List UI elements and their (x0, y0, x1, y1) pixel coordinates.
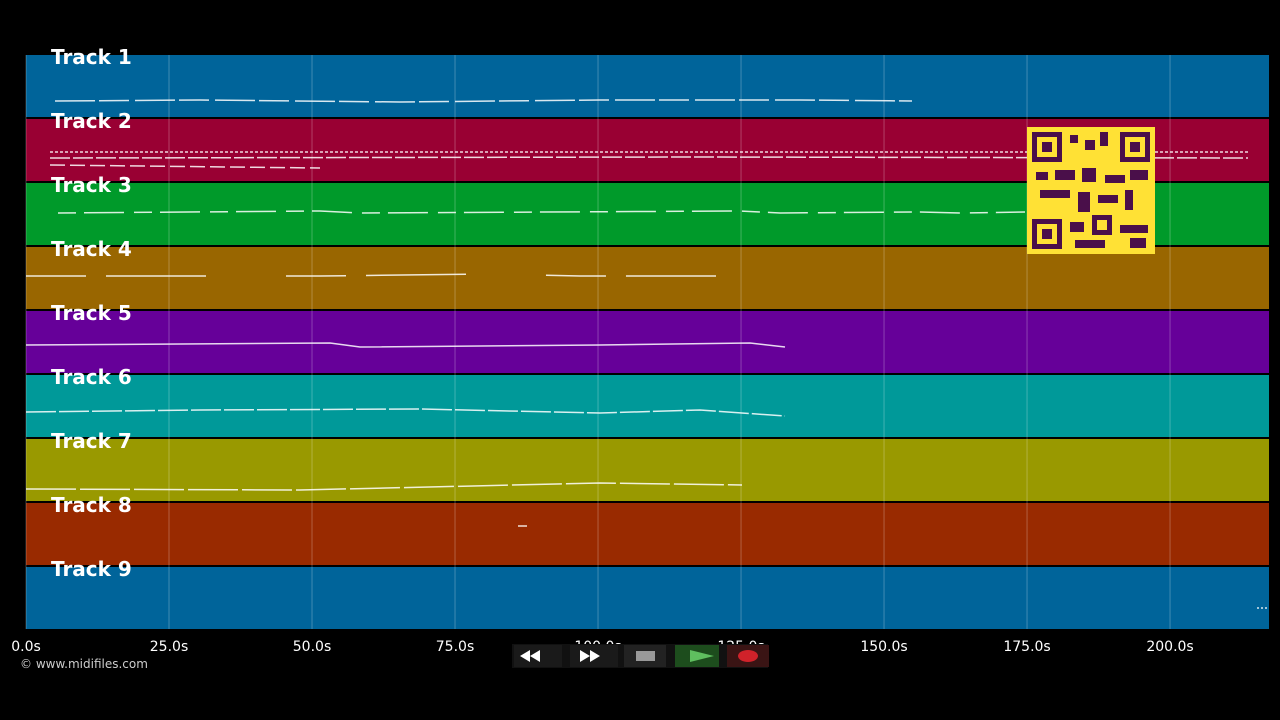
fast-forward-button[interactable] (570, 645, 618, 667)
track-label: Track 5 (51, 301, 132, 325)
track-label: Track 1 (51, 45, 132, 69)
note-line (26, 273, 716, 277)
time-tick-label: 75.0s (436, 639, 474, 655)
time-tick-label: 50.0s (293, 639, 331, 655)
stop-button[interactable] (624, 645, 666, 667)
time-tick-label: 25.0s (150, 639, 188, 655)
track-label: Track 7 (51, 429, 132, 453)
note-line (57, 210, 1026, 214)
time-tick-label: 0.0s (11, 639, 41, 655)
track-band (26, 55, 1269, 117)
note-line (25, 482, 743, 491)
note-line (54, 99, 913, 103)
track-band (26, 247, 1269, 309)
track-label: Track 8 (51, 493, 132, 517)
track-label: Track 2 (51, 109, 132, 133)
track-label: Track 6 (51, 365, 132, 389)
time-tick-label: 150.0s (860, 639, 907, 655)
note-line (25, 342, 786, 348)
note-line (49, 164, 321, 169)
track-band (26, 439, 1269, 501)
note-line (25, 408, 786, 417)
grid (25, 55, 1171, 629)
watermark: © www.midifiles.com (20, 657, 148, 671)
track-band (26, 311, 1269, 373)
rewind-button[interactable] (514, 645, 562, 667)
play-button[interactable] (675, 645, 719, 667)
track-band (26, 567, 1269, 629)
track-label: Track 3 (51, 173, 132, 197)
record-button[interactable] (727, 645, 769, 667)
time-tick-label: 175.0s (1003, 639, 1050, 655)
track-band (26, 503, 1269, 565)
transport-controls (512, 644, 769, 668)
qr-code (1027, 127, 1155, 254)
track-label: Track 9 (51, 557, 132, 581)
track-label: Track 4 (51, 237, 132, 261)
track-band (26, 375, 1269, 437)
track-labels: Track 1 Track 2 Track 3 Track 4 Track 5 Track… (51, 45, 132, 581)
time-tick-label: 200.0s (1146, 639, 1193, 655)
